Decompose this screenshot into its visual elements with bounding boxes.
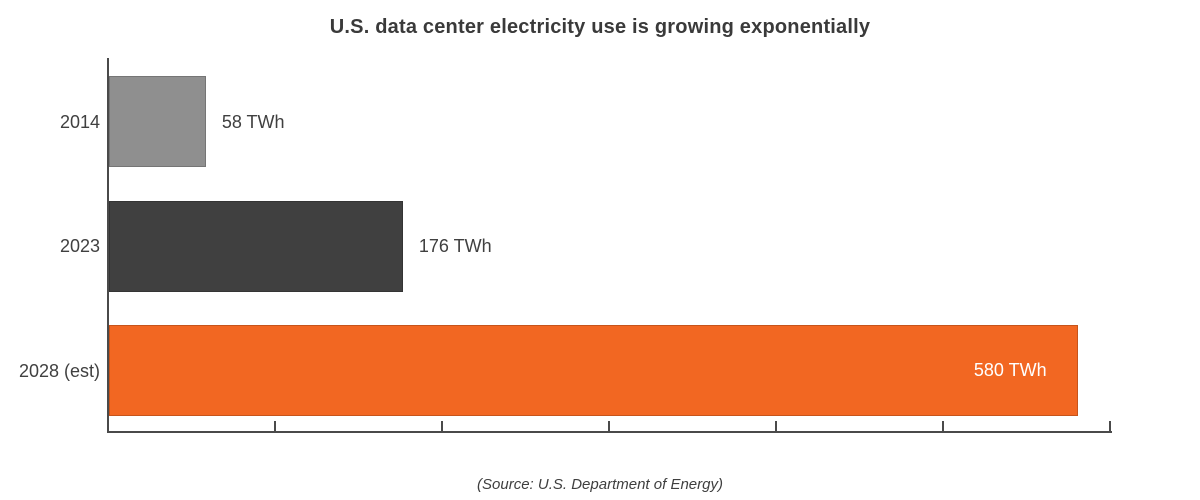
value-label-2028est: 580 TWh	[973, 360, 1047, 380]
value-label-2014: 58 TWh	[221, 111, 285, 132]
bar-2014	[109, 76, 206, 167]
x-axis-tick	[942, 421, 944, 431]
y-axis-line	[107, 58, 109, 433]
x-axis-tick	[274, 421, 276, 431]
x-axis-tick	[1109, 421, 1111, 431]
source-note: (Source: U.S. Department of Energy)	[477, 476, 723, 493]
category-label-2023: 2023	[59, 236, 100, 256]
category-label-2028est: 2028 (est)	[18, 360, 100, 381]
bar-2023	[109, 200, 403, 292]
x-axis-tick	[775, 421, 777, 431]
x-axis-tick	[441, 421, 443, 431]
x-axis-tick	[608, 421, 610, 431]
x-axis-line	[107, 431, 1112, 433]
chart-title: U.S. data center electricity use is grow…	[329, 16, 871, 38]
category-label-2014: 2014	[59, 111, 100, 132]
value-label-2023: 176 TWh	[418, 236, 492, 256]
bar-2028est: 580 TWh	[109, 325, 1078, 416]
